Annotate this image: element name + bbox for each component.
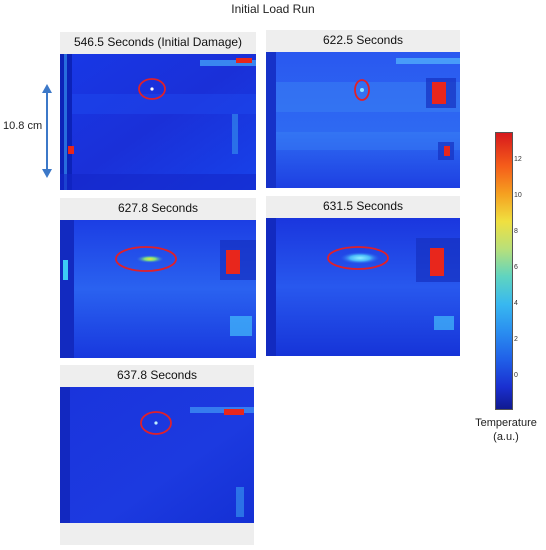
scale-label: 10.8 cm bbox=[3, 120, 43, 132]
colorbar-tick: 6 bbox=[514, 264, 518, 271]
scale-arrow bbox=[42, 84, 52, 178]
colorbar-tick: 2 bbox=[514, 336, 518, 343]
thermal-panel-3: 627.8 Seconds bbox=[60, 198, 256, 358]
panel-caption: 622.5 Seconds bbox=[322, 33, 404, 47]
thermal-image bbox=[60, 54, 256, 190]
thermal-image bbox=[266, 218, 460, 356]
thermal-image bbox=[60, 387, 254, 523]
panel-caption: 627.8 Seconds bbox=[117, 201, 199, 215]
thermal-panel-5: 637.8 Seconds bbox=[60, 365, 254, 545]
panel-caption: 631.5 Seconds bbox=[322, 199, 404, 213]
colorbar-title-line2: (a.u.) bbox=[493, 431, 519, 443]
thermal-panel-4: 631.5 Seconds bbox=[266, 196, 460, 356]
figure-title: Initial Load Run bbox=[231, 2, 315, 16]
panel-caption: 546.5 Seconds (Initial Damage) bbox=[73, 35, 243, 49]
colorbar bbox=[495, 132, 513, 410]
thermal-panel-1: 546.5 Seconds (Initial Damage) bbox=[60, 32, 256, 190]
thermal-panel-2: 622.5 Seconds bbox=[266, 30, 460, 188]
thermal-image bbox=[266, 52, 460, 188]
colorbar-title-line1: Temperature bbox=[475, 417, 537, 429]
colorbar-tick: 4 bbox=[514, 300, 518, 307]
colorbar-tick: 10 bbox=[514, 192, 522, 199]
colorbar-title: Temperature (a.u.) bbox=[468, 416, 544, 444]
colorbar-tick: 0 bbox=[514, 372, 518, 379]
panel-caption: 637.8 Seconds bbox=[116, 368, 198, 382]
colorbar-tick: 12 bbox=[514, 156, 522, 163]
colorbar-tick: 8 bbox=[514, 228, 518, 235]
thermal-image bbox=[60, 220, 256, 358]
